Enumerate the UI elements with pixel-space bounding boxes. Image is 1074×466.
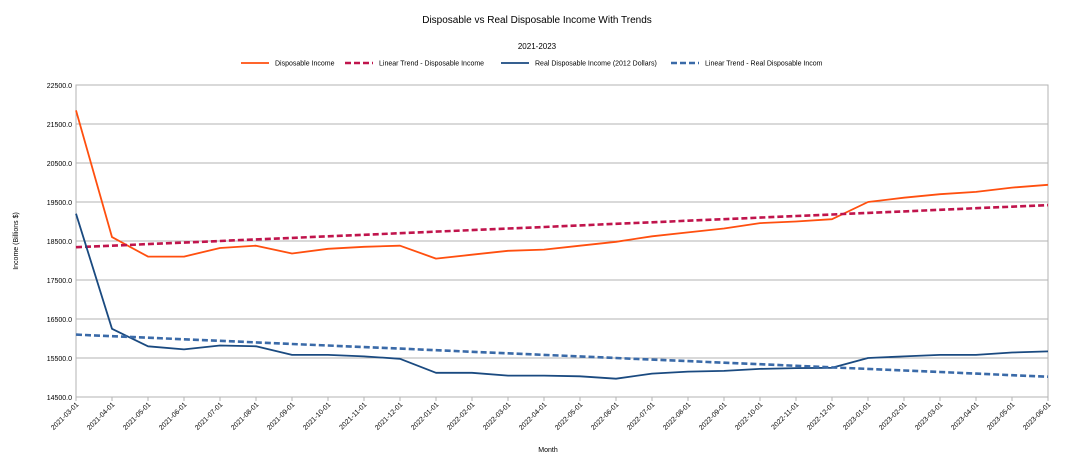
series-line-2 (75, 203, 1049, 249)
y-tick-label: 21500.0 (47, 122, 72, 129)
legend-label-3: Real Disposable Income (2012 Dollars) (535, 61, 657, 68)
x-tick-label: 2022-06-01 (590, 401, 620, 431)
x-tick-label: 2022-03-01 (482, 401, 512, 431)
x-tick-label: 2021-05-01 (122, 401, 152, 431)
x-tick-label: 2021-10-01 (302, 401, 332, 431)
x-tick-label: 2021-06-01 (158, 401, 188, 431)
y-axis-label: Income (Billions $) (13, 212, 20, 270)
x-tick-label: 2022-12-01 (806, 401, 836, 431)
y-tick-labels: 14500.0 15500.0 16500.0 17500.0 18500.0 19500… (47, 83, 72, 402)
x-tick-label: 2022-08-01 (662, 401, 692, 431)
x-tick-label: 2022-02-01 (446, 401, 476, 431)
x-tick-label: 2022-09-01 (698, 401, 728, 431)
legend-label-1: Disposable Income (275, 61, 335, 68)
x-tick-label: 2021-08-01 (230, 401, 260, 431)
chart-subtitle: 2021-2023 (518, 42, 557, 51)
x-tick-label: 2022-01-01 (410, 401, 440, 431)
x-tick-label: 2023-01-01 (842, 401, 872, 431)
x-tick-label: 2022-11-01 (771, 401, 801, 431)
x-tick-label: 2022-04-01 (518, 401, 548, 431)
x-tick-label: 2023-03-01 (914, 401, 944, 431)
y-tick-label: 16500.0 (47, 317, 72, 324)
x-tick-label: 2021-04-01 (86, 401, 116, 431)
x-tick-label: 2021-09-01 (266, 401, 296, 431)
chart-title: Disposable vs Real Disposable Income Wit… (422, 15, 652, 26)
y-tick-label: 20500.0 (47, 161, 72, 168)
x-tick-label: 2021-11-01 (339, 401, 369, 431)
x-tick-label: 2021-07-01 (194, 401, 224, 431)
legend-label-2: Linear Trend - Disposable Income (379, 61, 484, 68)
x-tick-labels: 2021-03-01 2021-04-01 2021-05-01 2021-06-01… (50, 397, 1052, 432)
y-tick-label: 22500.0 (47, 83, 72, 90)
y-tick-label: 17500.0 (47, 278, 72, 285)
series-lines (75, 110, 1049, 380)
x-tick-label: 2022-10-01 (734, 401, 764, 431)
y-tick-label: 14500.0 (47, 395, 72, 402)
x-axis-label: Month (538, 447, 558, 454)
x-tick-label: 2021-03-01 (50, 401, 80, 431)
y-tick-label: 15500.0 (47, 356, 72, 363)
plot-area (75, 84, 1049, 398)
series-line-4 (75, 333, 1049, 378)
legend-label-4: Linear Trend - Real Disposable Incom (705, 61, 823, 68)
x-tick-label: 2021-12-01 (374, 401, 404, 431)
series-line-3 (75, 213, 1049, 380)
x-tick-label: 2022-05-01 (554, 401, 584, 431)
series-line-1 (75, 110, 1049, 260)
x-tick-label: 2023-04-01 (950, 401, 980, 431)
legend: Disposable Income Linear Trend - Disposab… (241, 61, 823, 68)
x-tick-label: 2023-05-01 (986, 401, 1016, 431)
y-tick-label: 19500.0 (47, 200, 72, 207)
x-tick-label: 2023-06-01 (1022, 401, 1052, 431)
x-tick-label: 2022-07-01 (626, 401, 656, 431)
y-tick-label: 18500.0 (47, 239, 72, 246)
x-tick-label: 2023-02-01 (878, 401, 908, 431)
